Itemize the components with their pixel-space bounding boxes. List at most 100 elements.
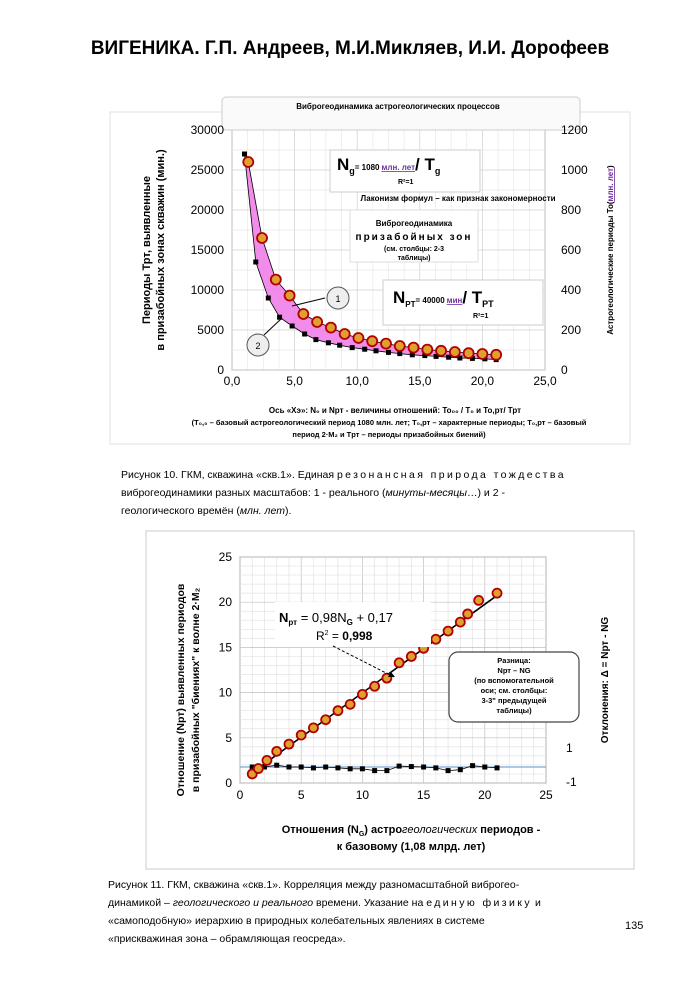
fig2-x-ticks: 0 5 10 15 20 25 [237,788,553,802]
fig1-y2-tick: 200 [561,323,581,337]
svg-text:таблицы): таблицы) [398,254,431,262]
fig1-y-tick: 10000 [191,283,225,297]
fig1-series1-point [421,343,434,356]
fig1-y-left-label-1: Периоды Трт, выявленные [141,176,153,324]
fig1-series2-point [373,348,379,354]
fig1-formula-g-box: Ng= 1080 млн. лет/ Tg R²=1 [329,149,481,193]
fig1-series1-point [242,156,255,168]
fig2-y2-tick: -1 [566,775,577,789]
fig1-series2-point [325,340,331,346]
fig1-x-axis-line2: (T₀,₀ – базовый астрогеологический перио… [192,418,587,427]
fig2-y-tick: 0 [225,776,232,790]
fig1-series2-point [446,354,452,360]
fig2-x-tick: 15 [417,788,431,802]
fig1-series2-point [265,295,271,301]
fig1-x-tick: 15,0 [408,374,432,388]
svg-text:Виброгеодинамика: Виброгеодинамика [376,219,453,228]
fig2-npt-point [473,594,485,606]
fig1-series1-point [393,340,406,352]
fig2-npt-point [344,698,356,710]
fig1-laconism: Лаконизм формул – как признак закономерн… [360,194,555,203]
fig2-diff-point [433,765,439,771]
fig2-diff-point [396,763,402,769]
fig1-series2-point [362,346,368,352]
fig2-diff-point [384,768,390,774]
fig1-series2-point [289,323,295,329]
fig2-x-tick: 5 [298,788,305,802]
fig2-equation-arrow [332,645,395,678]
fig1-series2-point [409,352,415,358]
fig1-series2-point [469,355,475,361]
fig2-y-ticks: 0 5 10 15 20 25 [219,550,233,790]
fig2-diff-point [494,765,500,771]
fig1-x-tick: 25,0 [533,374,557,388]
fig2-diff-point [298,764,304,770]
fig2-npt-point [295,729,307,741]
fig2-diff-point [421,764,427,770]
fig1-y-tick: 20000 [191,203,225,217]
fig2-npt-point [308,722,319,734]
fig2-y-tick: 20 [219,595,233,609]
fig1-banner-text: Виброгеодинамика астрогеологических проц… [296,102,500,111]
fig2-npt-point [246,768,258,780]
svg-text:1: 1 [335,294,340,304]
fig1-y-tick: 5000 [197,323,224,337]
svg-text:призабойных зон: призабойных зон [356,231,473,243]
fig1-series2-point [386,349,391,355]
fig2-diff-point [261,764,267,770]
fig2-x-tick: 25 [539,788,553,802]
fig2-y2-tick: 1 [566,741,573,755]
fig2-npt-point [430,633,442,645]
fig1-y2-tick: 600 [561,243,581,257]
fig2-npt-point [462,608,474,620]
fig2-gridlines [239,556,547,784]
fig2-x-label-2: к базовому (1,08 млрд. лет) [337,841,486,853]
fig2-npt-series [246,587,503,780]
fig1-x-axis-line1: Ось «Хэ»: N₀ и Nрт - величины отношений:… [269,406,521,415]
fig1-formula-g-r2: R²=1 [398,179,413,186]
fig2-equation: Nрт = 0,98NG + 0,17 R2 = 0,998 [275,602,431,647]
fig2-diff-point [249,764,255,770]
fig2-diff-line [252,764,498,772]
fig1-y-tick: 0 [217,363,224,377]
fig2-arrow-head [388,672,395,677]
fig1-y2-tick: 1200 [561,123,588,137]
fig1-y-left-label-2: в призабойных зонах скважин (мин.) [155,149,167,351]
fig2-diff-point [286,764,292,770]
fig2-diff-point [457,767,463,773]
fig1-x-tick: 20,0 [471,374,495,388]
fig1-y-tick: 30000 [191,123,225,137]
fig2-y-tick: 15 [219,640,233,654]
fig1-y-tick: 15000 [191,243,225,257]
fig1-series1-point [476,348,489,360]
fig2-y-left-label-1: Отношение (Nрт) выявленных периодов [175,583,187,796]
fig2-npt-point [405,651,417,662]
fig2-npt-point [491,587,503,599]
fig2-npt-point [393,657,405,669]
fig1-series2-point [313,337,319,343]
fig2-diff-series [249,762,500,774]
fig2-npt-point [381,672,393,684]
fig1-series1-line [247,161,497,356]
fig2-frame [145,530,635,870]
svg-text:таблицы): таблицы) [496,706,532,715]
fig1-series1-point [256,232,268,244]
fig2-npt-point [332,705,344,717]
fig1-series1-point [325,321,337,334]
page-header-title: ВИГЕНИКА. Г.П. Андреев, М.И.Микляев, И.И… [90,38,610,59]
fig1-series1-point [462,347,475,360]
fig2-diff-point [408,764,414,770]
fig2-y-left-label-2: в призабойных "биениях" к волне 2·M₂ [190,587,202,792]
fig2-npt-point [320,714,332,726]
fig1-series2-point [277,314,283,320]
fig2-diff-point [347,766,353,772]
fig1-series2-point [302,331,308,337]
fig1-x-tick: 5,0 [286,374,303,388]
svg-text:Nрт = 0,98NG + 0,17: Nрт = 0,98NG + 0,17 [279,610,393,627]
fig2-diff-point [470,763,476,769]
fig2-x-tick: 10 [356,788,370,802]
fig1-series1-point [380,337,392,350]
fig2-diff-point [274,762,280,768]
fig2-y2-ticks: -1 1 [566,741,577,789]
